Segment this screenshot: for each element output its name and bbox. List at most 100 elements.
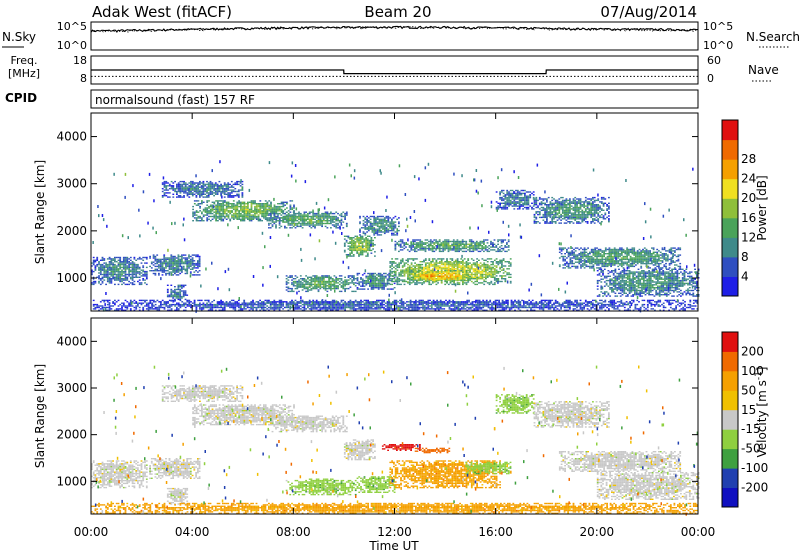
noise-tick-top-right: 10^5 <box>703 20 733 33</box>
nave-label: Nave <box>748 63 779 77</box>
power-region-3 <box>162 181 244 198</box>
power-colorbar-swatch-8 <box>722 120 738 140</box>
velocity-region-7 <box>382 444 421 451</box>
xtick-label-6: 00:00 <box>681 525 716 539</box>
power-colorbar: 4 8 12 16 20 24 28 <box>722 120 756 297</box>
velocity-colorbar-swatch-5 <box>722 390 738 410</box>
velocity-ytick-label-3: 4000 <box>56 334 87 348</box>
power-colorbar-swatch-0 <box>722 276 738 296</box>
power-region-0 <box>91 257 148 285</box>
xtick-label-0: 00:00 <box>74 525 109 539</box>
power-colorbar-swatch-6 <box>722 159 738 179</box>
power-colorbar-tick-4: 20 <box>741 191 756 205</box>
power-region-15 <box>559 247 681 268</box>
power-colorbar-label: Power [dB] <box>755 175 769 240</box>
velocity-colorbar-swatch-7 <box>722 351 738 371</box>
xtick-label-3: 12:00 <box>377 525 412 539</box>
power-ytick-label-1: 2000 <box>56 224 87 238</box>
power-region-8 <box>286 275 357 292</box>
velocity-region-1 <box>149 458 200 479</box>
cpid-text: normalsound (fast) 157 RF <box>95 93 255 107</box>
power-region-4 <box>192 200 295 221</box>
velocity-region-9 <box>286 479 357 496</box>
freq-tick-top: 18 <box>73 54 87 67</box>
power-region-2 <box>167 285 188 302</box>
velocity-region-2 <box>167 488 188 505</box>
velocity-colorbar-swatch-8 <box>722 332 738 352</box>
cpid-label: CPID <box>5 91 37 105</box>
power-region-7 <box>359 216 400 236</box>
power-heatmap <box>91 160 700 313</box>
velocity-region-5 <box>268 416 348 433</box>
velocity-region-10 <box>357 476 396 493</box>
velocity-colorbar-label: Velocity [m s-1] <box>754 367 769 458</box>
power-region-16 <box>597 269 700 297</box>
power-colorbar-tick-0: 4 <box>741 269 749 283</box>
xaxis-label: Time UT <box>368 539 419 553</box>
xtick-label-1: 04:00 <box>175 525 210 539</box>
power-colorbar-tick-1: 8 <box>741 250 749 264</box>
velocity-colorbar-tick-7: 200 <box>741 344 764 358</box>
velocity-colorbar-tick-5: 50 <box>741 383 756 397</box>
velocity-colorbar-tick-0: -200 <box>741 481 768 495</box>
velocity-region-14 <box>534 401 610 428</box>
freq-tick-bottom: 8 <box>80 72 87 85</box>
velocity-region-16 <box>597 472 700 500</box>
nave-tick-top: 60 <box>707 54 721 67</box>
velocity-colorbar-swatch-4 <box>722 410 738 430</box>
velocity-region-6 <box>344 439 376 460</box>
velocity-ytick-label-1: 2000 <box>56 428 87 442</box>
noise-tick-top: 10^5 <box>57 20 87 33</box>
power-colorbar-tick-3: 16 <box>741 211 756 225</box>
velocity-ytick-label-0: 1000 <box>56 474 87 488</box>
velocity-colorbar-swatch-3 <box>722 429 738 449</box>
xtick-label-5: 20:00 <box>580 525 615 539</box>
xtick-label-2: 08:00 <box>276 525 311 539</box>
date-title: 07/Aug/2014 <box>600 3 697 21</box>
power-ytick-label-3: 4000 <box>56 130 87 144</box>
velocity-region-12 <box>465 462 511 475</box>
power-colorbar-swatch-3 <box>722 218 738 238</box>
power-ytick-label-2: 3000 <box>56 177 87 191</box>
velocity-region-3 <box>162 385 244 402</box>
power-region-17 <box>93 300 699 311</box>
noise-series <box>91 26 698 32</box>
velocity-region-0 <box>91 460 148 488</box>
nsky-label: N.Sky <box>2 30 36 44</box>
power-ylabel: Slant Range [km] <box>33 160 47 264</box>
power-colorbar-tick-5: 24 <box>741 172 756 186</box>
power-region-14 <box>534 197 610 224</box>
power-region-13 <box>496 190 535 210</box>
xtick-label-4: 16:00 <box>478 525 513 539</box>
station-title: Adak West (fitACF) <box>92 3 232 21</box>
power-colorbar-tick-6: 28 <box>741 152 756 166</box>
velocity-colorbar-swatch-1 <box>722 468 738 488</box>
velocity-colorbar-swatch-0 <box>722 488 738 508</box>
freq-label: Freq. <box>10 54 37 67</box>
noise-tick-bottom: 10^0 <box>57 39 87 52</box>
velocity-region-13 <box>496 394 535 414</box>
power-colorbar-swatch-1 <box>722 257 738 277</box>
power-ytick-label-0: 1000 <box>56 271 87 285</box>
velocity-heatmap <box>91 366 700 516</box>
freq-line <box>91 70 698 74</box>
freq-series <box>91 70 698 76</box>
noise-tick-bottom-right: 10^0 <box>703 39 733 52</box>
nsearch-label: N.Search <box>746 30 800 44</box>
velocity-ylabel: Slant Range [km] <box>33 364 47 468</box>
power-colorbar-swatch-2 <box>722 237 738 257</box>
beam-title: Beam 20 <box>364 3 431 21</box>
power-colorbar-tick-2: 12 <box>741 230 756 244</box>
nave-tick-bottom: 0 <box>707 72 714 85</box>
power-colorbar-swatch-5 <box>722 179 738 199</box>
velocity-ytick-label-2: 3000 <box>56 381 87 395</box>
power-region-1 <box>149 254 200 275</box>
power-colorbar-swatch-4 <box>722 198 738 218</box>
velocity-colorbar-tick-4: 15 <box>741 403 756 417</box>
power-colorbar-swatch-7 <box>722 140 738 160</box>
velocity-colorbar-swatch-6 <box>722 371 738 391</box>
velocity-colorbar-tick-1: -100 <box>741 461 768 475</box>
freq-unit: [MHz] <box>8 67 40 80</box>
velocity-colorbar-swatch-2 <box>722 449 738 469</box>
